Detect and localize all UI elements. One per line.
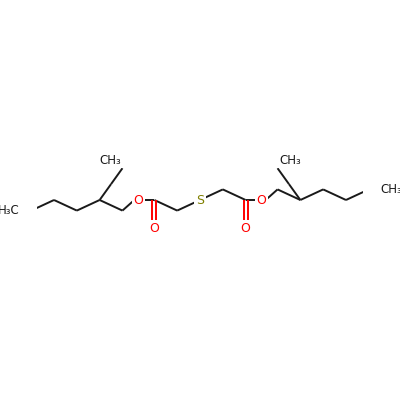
Text: CH₃: CH₃: [380, 183, 400, 196]
Text: O: O: [257, 194, 266, 206]
Text: H₃C: H₃C: [0, 204, 20, 217]
Text: O: O: [150, 222, 159, 235]
Text: O: O: [241, 222, 250, 235]
Text: CH₃: CH₃: [279, 154, 301, 167]
Text: S: S: [196, 194, 204, 206]
Text: CH₃: CH₃: [99, 154, 121, 167]
Text: O: O: [134, 194, 143, 206]
